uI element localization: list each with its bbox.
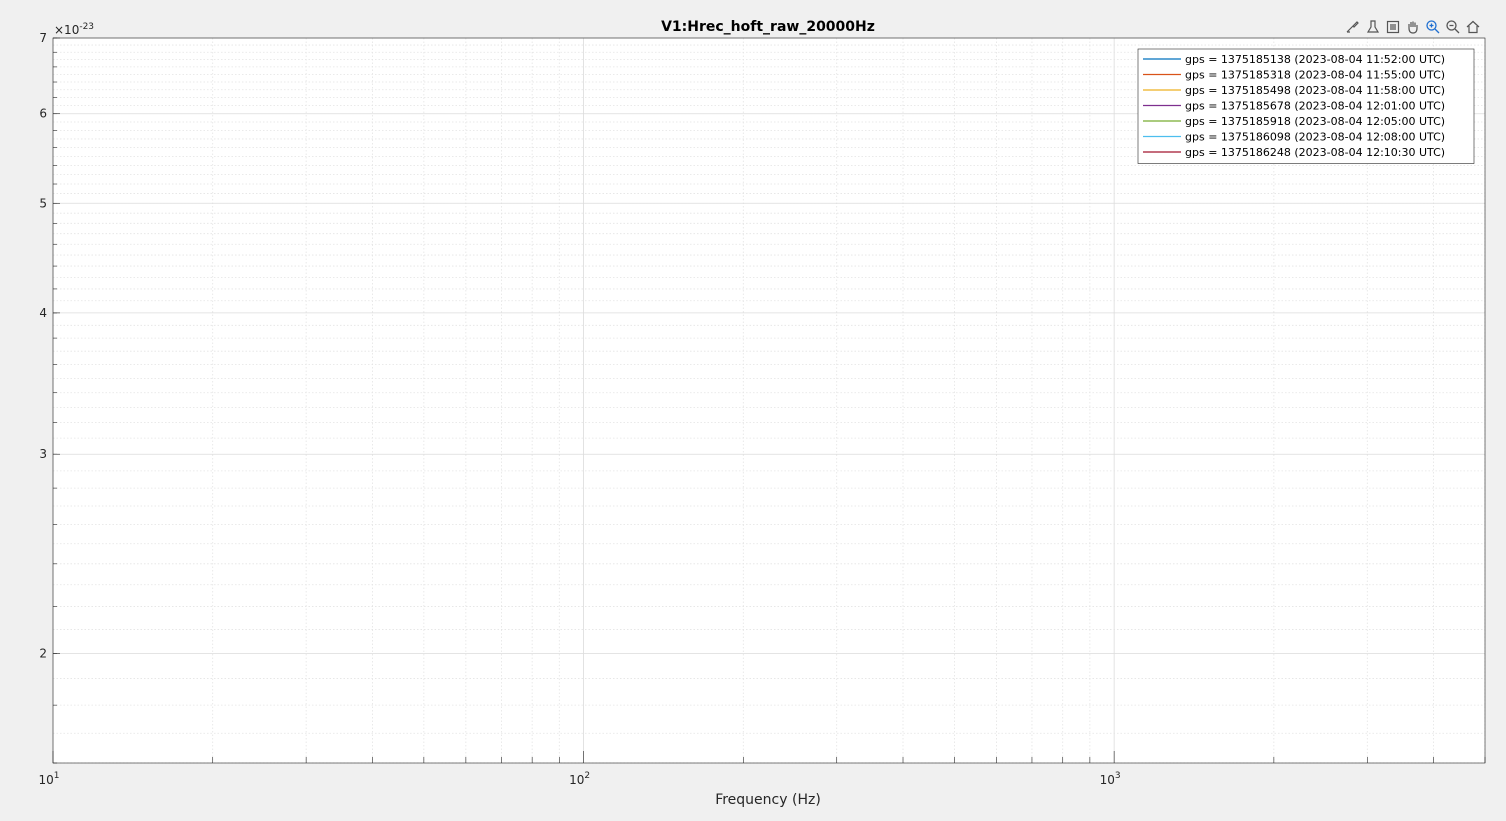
x-tick-exponent: 3	[1115, 771, 1121, 781]
x-tick-base: 10	[1100, 773, 1115, 787]
y-tick-label: 2	[39, 646, 47, 660]
grid	[52, 37, 1486, 764]
legend-entry-label: gps = 1375185918 (2023-08-04 12:05:00 UT…	[1185, 115, 1445, 128]
legend-button[interactable]	[1384, 18, 1402, 36]
brush-button[interactable]	[1344, 18, 1362, 36]
y-exponent-base: ×10	[54, 23, 79, 37]
legend-entry-label: gps = 1375186248 (2023-08-04 12:10:30 UT…	[1185, 146, 1445, 159]
x-tick-label: 102	[569, 771, 590, 787]
y-exponent-label: ×10-23	[54, 22, 94, 37]
plot-frame	[52, 37, 1486, 764]
legend-entry-label: gps = 1375186098 (2023-08-04 12:08:00 UT…	[1185, 131, 1445, 144]
zoom-out-icon	[1446, 20, 1460, 34]
legend[interactable]: gps = 1375185138 (2023-08-04 11:52:00 UT…	[1137, 48, 1475, 164]
x-tick-base: 10	[38, 773, 53, 787]
legend-entry-label: gps = 1375185318 (2023-08-04 11:55:00 UT…	[1185, 69, 1445, 82]
home-button[interactable]	[1464, 18, 1482, 36]
pan-button[interactable]	[1404, 18, 1422, 36]
x-tick-base: 10	[569, 773, 584, 787]
home-icon	[1466, 20, 1480, 34]
zoom-in-icon	[1426, 20, 1440, 34]
chart-title: V1:Hrec_hoft_raw_20000Hz	[661, 19, 875, 35]
legend-entry-label: gps = 1375185678 (2023-08-04 12:01:00 UT…	[1185, 100, 1445, 113]
pan-icon	[1408, 21, 1418, 34]
zoom-out-button[interactable]	[1444, 18, 1462, 36]
y-tick-label: 6	[39, 107, 47, 121]
eraser-button[interactable]	[1364, 18, 1382, 36]
x-tick-exponent: 2	[584, 771, 590, 781]
legend-box	[1137, 48, 1475, 164]
axes-toolbar	[1344, 16, 1482, 38]
x-tick-exponent: 1	[54, 771, 60, 781]
y-tick-label: 4	[39, 306, 47, 320]
legend-entry-label: gps = 1375185498 (2023-08-04 11:58:00 UT…	[1185, 84, 1445, 97]
x-tick-label: 101	[38, 771, 59, 787]
legend-entry-label: gps = 1375185138 (2023-08-04 11:52:00 UT…	[1185, 53, 1445, 66]
y-exponent-power: -23	[79, 22, 94, 32]
legend-icon	[1386, 20, 1400, 34]
zoom-in-button[interactable]	[1424, 18, 1442, 36]
x-axis-label: Frequency (Hz)	[715, 792, 821, 808]
y-tick-label: 5	[39, 196, 47, 210]
brush-icon	[1346, 21, 1359, 33]
y-tick-label: 3	[39, 447, 47, 461]
x-tick-label: 103	[1100, 771, 1121, 787]
eraser-icon	[1366, 20, 1380, 33]
y-tick-label: 7	[39, 31, 47, 45]
